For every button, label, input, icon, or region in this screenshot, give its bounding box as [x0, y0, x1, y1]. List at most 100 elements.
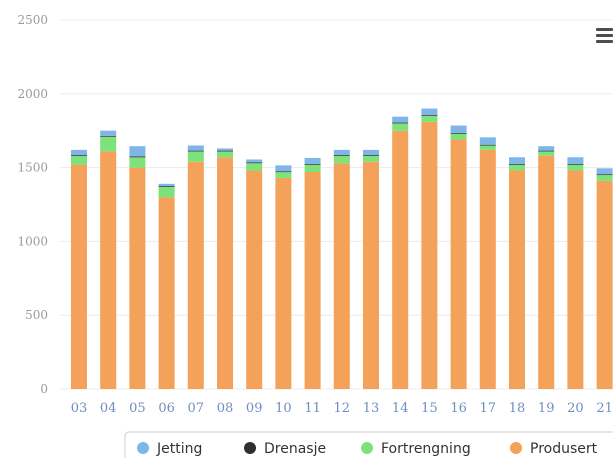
- bar-produsert-15[interactable]: [421, 121, 438, 390]
- bar-produsert-13[interactable]: [363, 161, 379, 389]
- bar-drenasje-07[interactable]: [187, 150, 204, 152]
- bar-drenasje-12[interactable]: [333, 155, 350, 156]
- bar-jetting-04[interactable]: [100, 130, 117, 136]
- bar-produsert-21[interactable]: [596, 180, 613, 389]
- bar-fortrengning-15[interactable]: [421, 115, 438, 122]
- bar-fortrengning-05[interactable]: [129, 157, 146, 168]
- bar-fortrengning-14[interactable]: [392, 123, 409, 131]
- bar-produsert-19[interactable]: [538, 155, 555, 389]
- bar-jetting-17[interactable]: [479, 137, 496, 145]
- bar-fortrengning-03[interactable]: [71, 155, 87, 165]
- legend-item-jetting[interactable]: Jetting: [137, 441, 202, 457]
- x-tick-label: 04: [100, 401, 117, 416]
- legend-marker: [361, 442, 373, 454]
- legend-marker: [137, 442, 149, 454]
- bar-jetting-06[interactable]: [158, 183, 175, 187]
- x-tick-label: 17: [480, 401, 497, 416]
- bar-fortrengning-20[interactable]: [567, 164, 584, 171]
- legend-marker: [244, 442, 256, 454]
- bar-jetting-18[interactable]: [509, 157, 525, 164]
- bar-jetting-09[interactable]: [246, 159, 263, 163]
- bar-jetting-03[interactable]: [71, 149, 87, 156]
- bar-drenasje-09[interactable]: [246, 162, 263, 164]
- bar-drenasje-06[interactable]: [158, 186, 175, 187]
- bar-jetting-20[interactable]: [567, 157, 584, 164]
- bar-produsert-16[interactable]: [450, 139, 467, 389]
- bar-produsert-06[interactable]: [158, 197, 175, 389]
- x-tick-label: 12: [334, 401, 351, 416]
- legend-item-drenasje[interactable]: Drenasje: [244, 441, 326, 457]
- legend-item-fortrengning[interactable]: Fortrengning: [361, 441, 471, 457]
- bar-drenasje-04[interactable]: [100, 135, 117, 137]
- bar-produsert-12[interactable]: [333, 163, 350, 389]
- bar-drenasje-10[interactable]: [275, 171, 292, 173]
- bar-fortrengning-08[interactable]: [217, 151, 233, 158]
- legend-items: Jetting Drenasje Fortrengning Produsert: [137, 441, 598, 457]
- bar-drenasje-13[interactable]: [363, 155, 379, 156]
- bar-jetting-16[interactable]: [450, 125, 467, 133]
- bar-drenasje-11[interactable]: [304, 163, 321, 165]
- bar-produsert-05[interactable]: [129, 167, 146, 389]
- bar-drenasje-15[interactable]: [421, 115, 438, 117]
- bar-jetting-21[interactable]: [596, 168, 613, 175]
- bar-fortrengning-17[interactable]: [479, 145, 496, 150]
- bar-drenasje-20[interactable]: [567, 163, 584, 165]
- bar-jetting-14[interactable]: [392, 116, 409, 123]
- bar-fortrengning-18[interactable]: [509, 164, 525, 171]
- bar-jetting-07[interactable]: [187, 145, 204, 151]
- x-tick-label: 18: [509, 401, 526, 416]
- bar-fortrengning-06[interactable]: [158, 186, 175, 198]
- bar-drenasje-19[interactable]: [538, 150, 555, 152]
- bar-jetting-05[interactable]: [129, 146, 146, 157]
- bar-produsert-20[interactable]: [567, 170, 584, 389]
- bar-jetting-15[interactable]: [421, 108, 438, 116]
- bar-produsert-18[interactable]: [509, 170, 525, 389]
- bar-fortrengning-07[interactable]: [187, 151, 204, 162]
- bar-jetting-08[interactable]: [217, 148, 233, 151]
- bar-produsert-14[interactable]: [392, 130, 409, 389]
- bar-drenasje-16[interactable]: [450, 132, 467, 134]
- bar-produsert-09[interactable]: [246, 170, 263, 389]
- hamburger-menu-icon[interactable]: [596, 28, 613, 43]
- bar-fortrengning-13[interactable]: [363, 155, 379, 162]
- bar-produsert-04[interactable]: [100, 151, 117, 389]
- x-tick-label: 20: [567, 401, 584, 416]
- bar-drenasje-03[interactable]: [71, 155, 87, 156]
- bar-produsert-11[interactable]: [304, 172, 321, 389]
- bar-drenasje-17[interactable]: [479, 144, 496, 146]
- bar-fortrengning-04[interactable]: [100, 136, 117, 152]
- bar-jetting-10[interactable]: [275, 165, 292, 172]
- bar-jetting-12[interactable]: [333, 149, 350, 156]
- bar-drenasje-08[interactable]: [217, 150, 233, 152]
- x-tick-label: 03: [71, 401, 88, 416]
- legend-label: Jetting: [156, 441, 202, 457]
- bar-drenasje-05[interactable]: [129, 156, 146, 158]
- bar-fortrengning-09[interactable]: [246, 163, 263, 171]
- x-tick-label: 19: [538, 401, 555, 416]
- bar-produsert-17[interactable]: [479, 149, 496, 389]
- x-tick-label: 05: [129, 401, 146, 416]
- bar-produsert-07[interactable]: [187, 161, 204, 389]
- bar-fortrengning-11[interactable]: [304, 164, 321, 173]
- bar-fortrengning-16[interactable]: [450, 133, 467, 140]
- x-tick-label: 07: [188, 401, 205, 416]
- bar-drenasje-21[interactable]: [596, 174, 613, 176]
- bar-produsert-10[interactable]: [275, 177, 292, 389]
- bar-produsert-03[interactable]: [71, 164, 87, 389]
- bar-fortrengning-21[interactable]: [596, 174, 613, 181]
- bar-fortrengning-12[interactable]: [333, 155, 350, 164]
- y-tick-label: 1500: [17, 161, 48, 175]
- bar-jetting-19[interactable]: [538, 146, 555, 151]
- bar-jetting-13[interactable]: [363, 149, 379, 156]
- bar-drenasje-18[interactable]: [509, 163, 525, 165]
- bar-jetting-11[interactable]: [304, 158, 321, 164]
- bar-fortrengning-19[interactable]: [538, 151, 555, 156]
- y-tick-label: 2500: [17, 13, 48, 27]
- legend-item-produsert[interactable]: Produsert: [510, 441, 598, 457]
- bar-drenasje-14[interactable]: [392, 122, 409, 124]
- x-tick-label: 13: [363, 401, 380, 416]
- bar-produsert-08[interactable]: [217, 157, 233, 389]
- x-tick-label: 15: [421, 401, 438, 416]
- bar-fortrengning-10[interactable]: [275, 172, 292, 178]
